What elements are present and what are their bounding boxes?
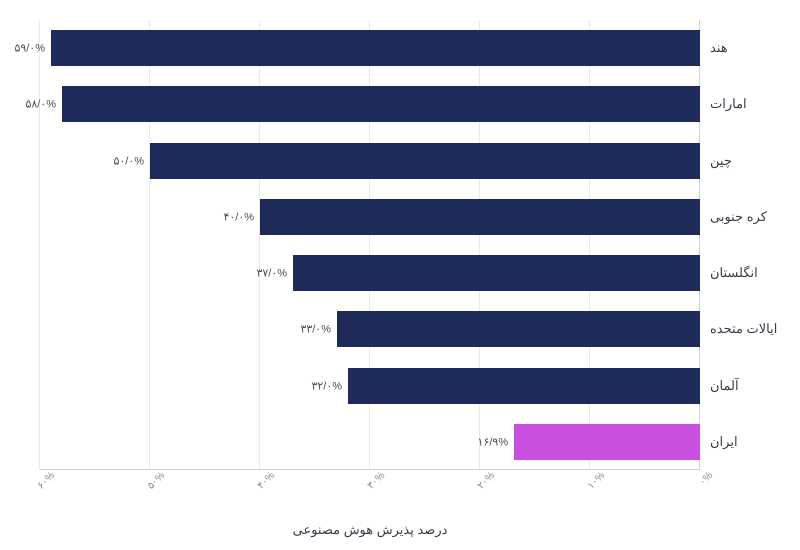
x-axis: ۰%۱۰%۲۰%۳۰%۴۰%۵۰%۶۰% (40, 470, 700, 500)
country-label: کره جنوبی (710, 209, 767, 225)
country-label: ایران (710, 434, 738, 450)
bar-row: چین۵۰/۰% (40, 141, 700, 181)
bar (51, 30, 700, 66)
bars-group: هند۵۹/۰% امارات۵۸/۰% چین۵۰/۰% کره جنوبی۴۰/۰… (40, 20, 700, 470)
bar (348, 368, 700, 404)
bar-value-label: ۱۶/۹% (478, 435, 509, 448)
bar-row: آلمان۳۲/۰% (40, 366, 700, 406)
bar (337, 311, 700, 347)
x-tick-label: ۰% (697, 470, 715, 488)
bar-value-label: ۳۳/۰% (300, 323, 331, 336)
bar-value-label: ۳۲/۰% (311, 379, 342, 392)
bar (293, 255, 700, 291)
x-tick-label: ۶۰% (36, 470, 58, 492)
country-label: هند (710, 40, 728, 56)
plot-area: هند۵۹/۰% امارات۵۸/۰% چین۵۰/۰% کره جنوبی۴۰/۰… (40, 20, 700, 470)
country-label: امارات (710, 96, 747, 112)
chart-container: هند۵۹/۰%امارات۵۸/۰%چین۵۰/۰%کره جنوبی۴۰/۰… (0, 0, 800, 550)
bar (62, 86, 700, 122)
bar (150, 143, 700, 179)
bar-row: امارات۵۸/۰% (40, 84, 700, 124)
country-label: آلمان (710, 378, 739, 394)
bar-value-label: ۳۷/۰% (256, 267, 287, 280)
x-tick-label: ۱۰% (586, 470, 608, 492)
bar-row: انگلستان۳۷/۰% (40, 253, 700, 293)
x-tick-label: ۲۰% (476, 470, 498, 492)
bar-value-label: ۵۹/۰% (14, 42, 45, 55)
bar-value-label: ۴۰/۰% (223, 210, 254, 223)
country-label: ایالات متحده (710, 321, 777, 337)
bar-row: ایالات متحده۳۳/۰% (40, 309, 700, 349)
bar-value-label: ۵۰/۰% (113, 154, 144, 167)
bar-row: هند۵۹/۰% (40, 28, 700, 68)
country-label: انگلستان (710, 265, 758, 281)
bar (514, 424, 700, 460)
bar (260, 199, 700, 235)
x-axis-title: درصد پذیرش هوش مصنوعی (40, 522, 700, 538)
x-tick-label: ۳۰% (366, 470, 388, 492)
x-tick-label: ۴۰% (256, 470, 278, 492)
bar-row: کره جنوبی۴۰/۰% (40, 197, 700, 237)
bar-row: ایران۱۶/۹% (40, 422, 700, 462)
x-tick-label: ۵۰% (146, 470, 168, 492)
bar-value-label: ۵۸/۰% (25, 98, 56, 111)
country-label: چین (710, 153, 732, 169)
